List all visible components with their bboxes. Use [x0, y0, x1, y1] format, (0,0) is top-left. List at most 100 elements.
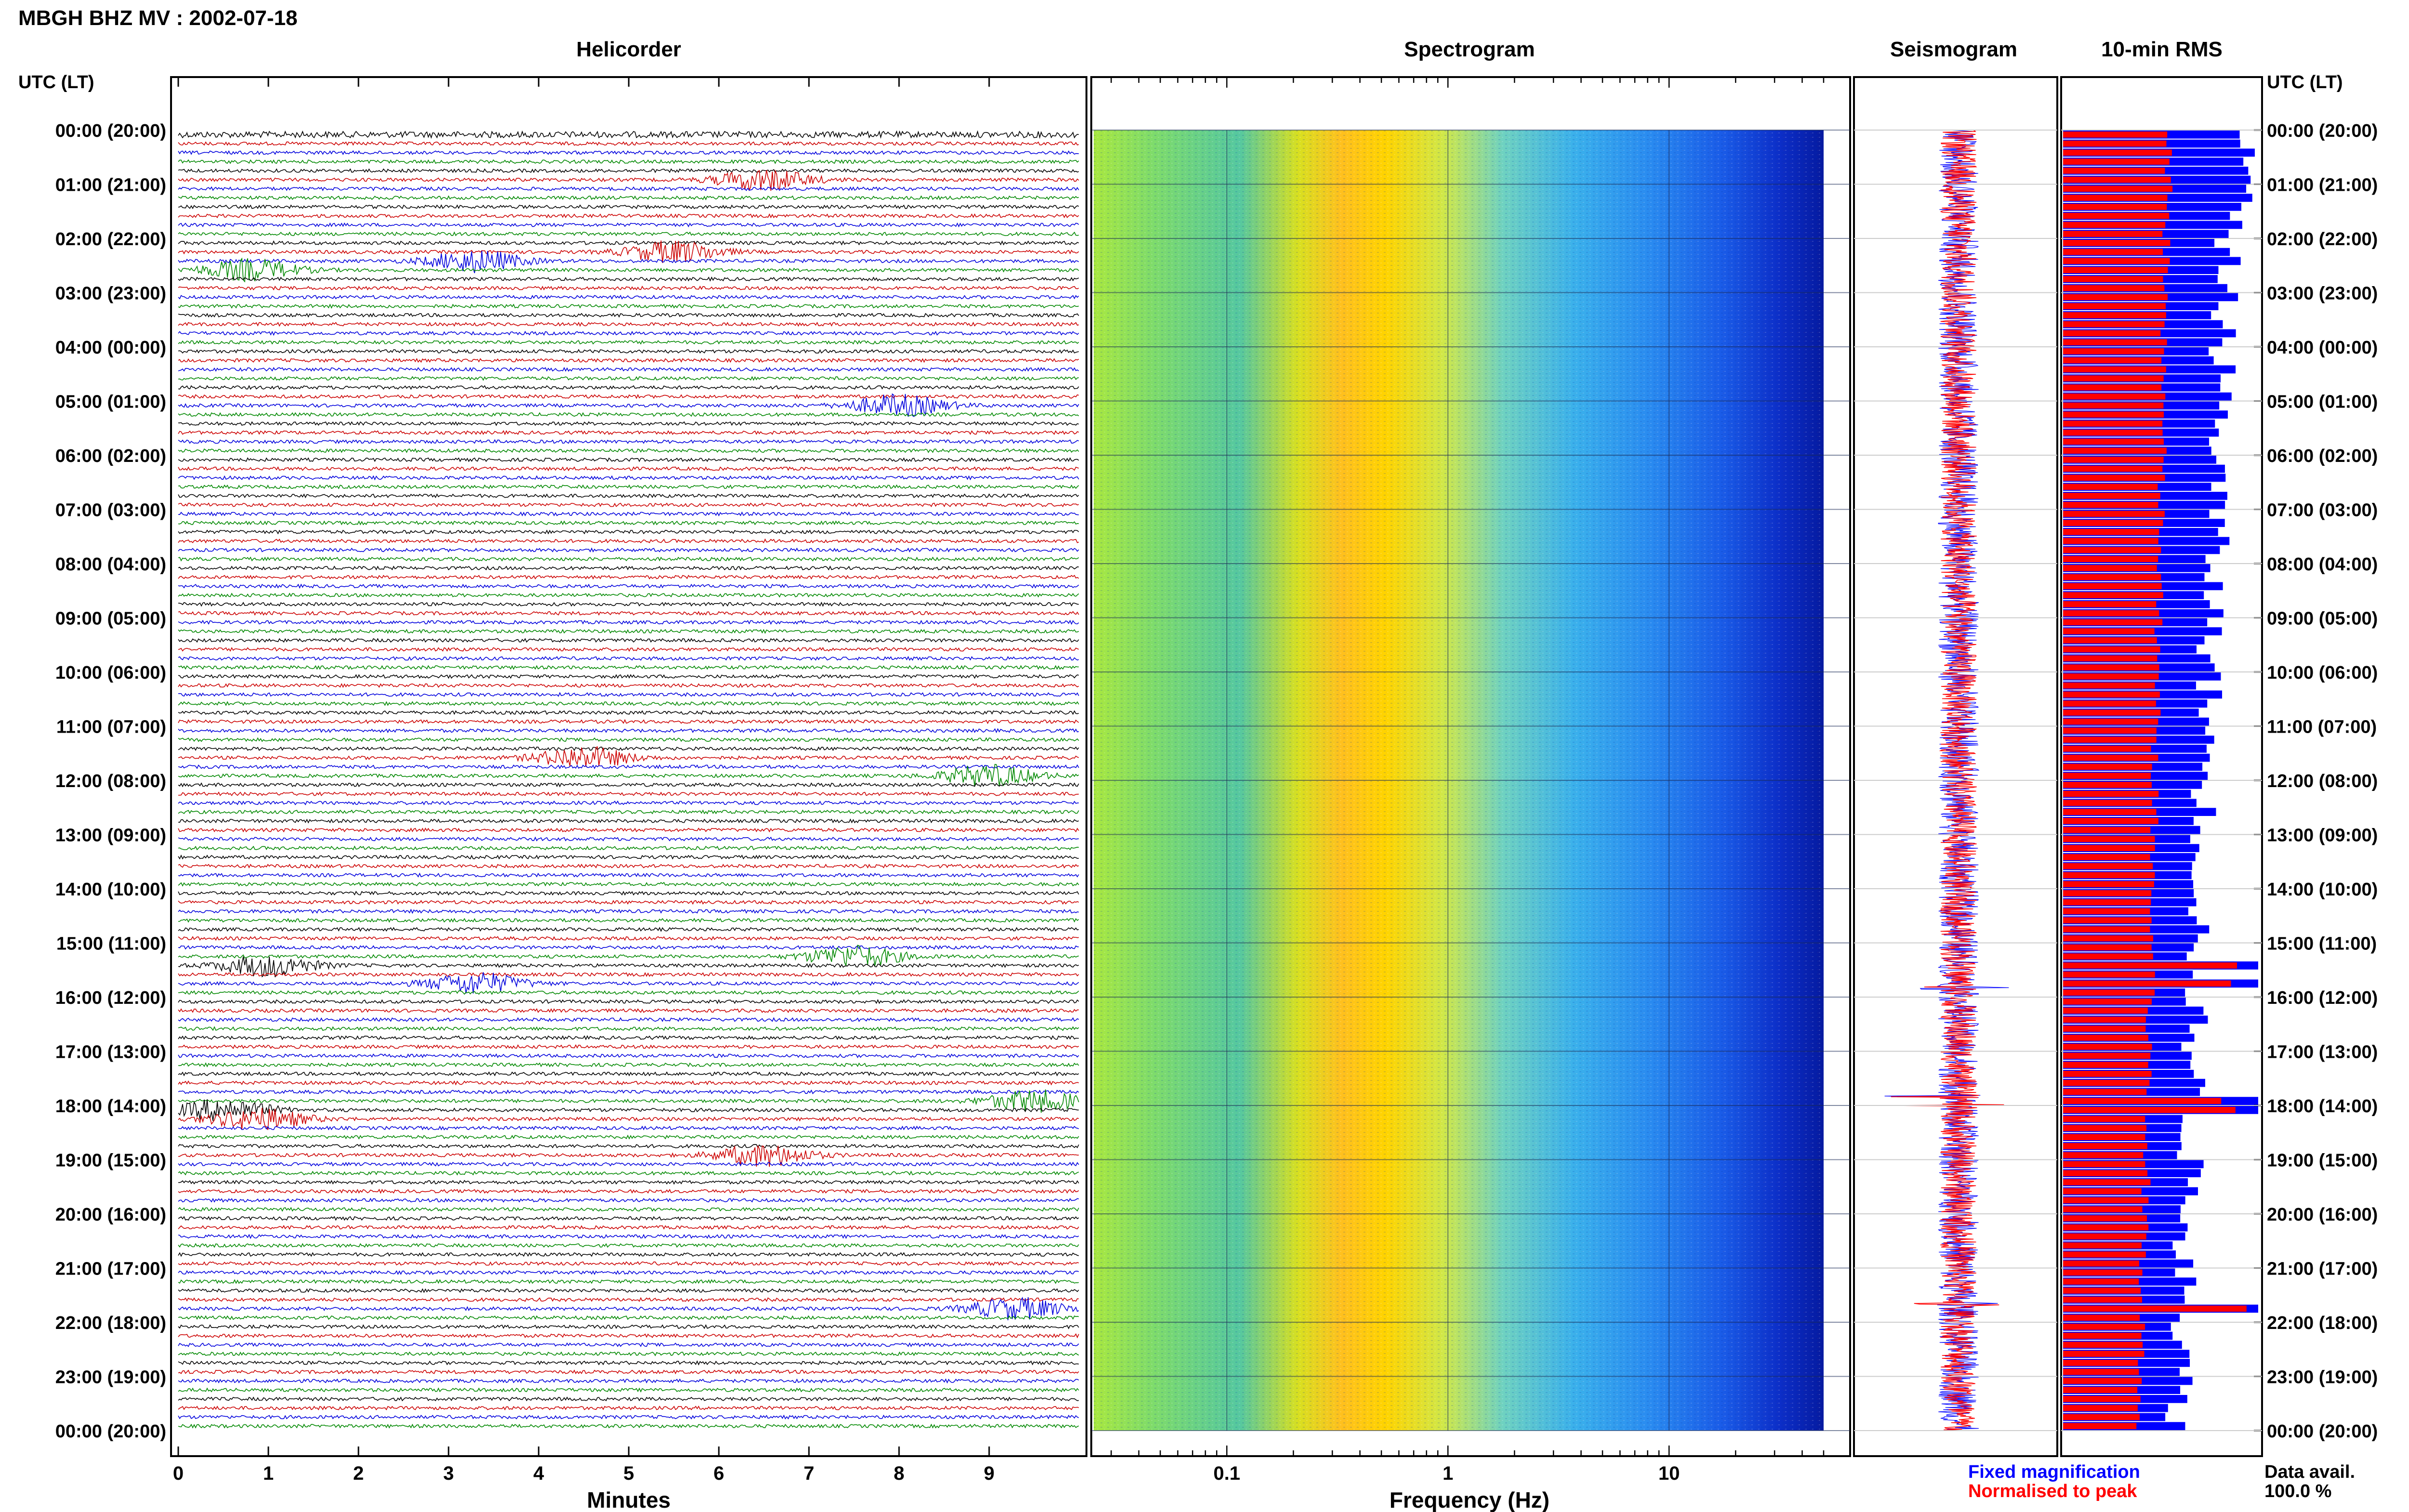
helicorder-trace-row — [178, 213, 1079, 219]
y-tick-label-left: 18:00 (14:00) — [55, 1096, 166, 1117]
rms-bar-normalised — [2063, 1360, 2138, 1366]
rms-bar-normalised — [2063, 204, 2167, 210]
y-tick-label-left: 21:00 (17:00) — [55, 1259, 166, 1279]
helicorder-trace-row — [178, 1396, 1079, 1402]
helicorder-trace-row — [178, 393, 1079, 417]
rms-bar-normalised — [2063, 303, 2166, 309]
y-tick-label-right: 07:00 (03:00) — [2267, 500, 2378, 521]
y-tick-label-left: 08:00 (04:00) — [55, 554, 166, 575]
y-tick-label-right: 03:00 (23:00) — [2267, 284, 2378, 304]
helicorder-trace-row — [178, 430, 1079, 435]
y-tick-label-left: 17:00 (13:00) — [55, 1042, 166, 1063]
helicorder-trace-row — [178, 367, 1079, 372]
rms-bar-normalised — [2063, 908, 2150, 915]
rms-bar-normalised — [2063, 1378, 2142, 1384]
y-tick-label-left: 01:00 (21:00) — [55, 175, 166, 196]
y-tick-label-left: 00:00 (20:00) — [55, 1421, 166, 1442]
spectrogram-title: Spectrogram — [1404, 38, 1535, 61]
helicorder-trace-row — [178, 592, 1079, 598]
rms-bar-normalised — [2063, 953, 2153, 960]
helicorder-trace-row — [178, 710, 1079, 715]
helicorder-trace-row — [178, 1145, 1079, 1167]
helicorder-trace-row — [178, 1243, 1079, 1248]
rms-bar-normalised — [2063, 601, 2157, 607]
time-axis-labels: 00:00 (20:00) 00:00 (20:00) 01:00 (21:00) 0… — [55, 121, 2378, 1442]
helicorder-trace-row — [178, 791, 1079, 797]
rms-bar-normalised — [2063, 1324, 2145, 1330]
utc-label-right: UTC (LT) — [2267, 72, 2343, 92]
helicorder-trace-row — [178, 421, 1079, 426]
helicorder-trace-row — [178, 809, 1079, 815]
rms-bar-normalised — [2063, 583, 2162, 590]
helicorder-trace-row — [178, 728, 1079, 734]
rms-bar-normalised — [2063, 1269, 2143, 1276]
helicorder-x-tick-label: 6 — [714, 1463, 724, 1484]
rms-bar-normalised — [2063, 1035, 2148, 1041]
helicorder-trace-row — [178, 845, 1079, 851]
helicorder-trace-row — [178, 1297, 1079, 1320]
rms-bar-normalised — [2063, 1043, 2152, 1050]
y-tick-label-left: 09:00 (05:00) — [55, 609, 166, 629]
y-tick-label-right: 12:00 (08:00) — [2267, 771, 2378, 791]
helicorder-trace-row — [178, 385, 1079, 390]
helicorder-trace-row — [178, 168, 1079, 173]
helicorder-trace-row — [178, 918, 1079, 923]
helicorder-trace-row — [178, 665, 1079, 670]
helicorder-trace-row — [178, 908, 1079, 914]
helicorder-x-tick-label: 0 — [173, 1463, 184, 1484]
helicorder-trace-row — [178, 1197, 1079, 1203]
helicorder-trace-row — [178, 1423, 1079, 1429]
rms-bar-normalised — [2063, 511, 2165, 517]
rms-bar-normalised — [2063, 872, 2155, 879]
rms-bar-normalised — [2063, 637, 2157, 644]
helicorder-trace-row — [178, 394, 1079, 399]
helicorder-trace-row — [178, 1369, 1079, 1375]
rms-bar-normalised — [2063, 529, 2159, 535]
rms-bar-normalised — [2063, 457, 2164, 463]
rms-bar-normalised — [2063, 321, 2165, 328]
seismogram-panel — [1853, 76, 2058, 1457]
y-tick-label-left: 22:00 (18:00) — [55, 1313, 166, 1333]
rms-bar-normalised — [2063, 484, 2158, 490]
helicorder-trace-row — [178, 1406, 1079, 1411]
rms-bar-normalised — [2063, 999, 2152, 1005]
rms-bar-normalised — [2063, 231, 2163, 237]
helicorder-trace-row — [178, 683, 1079, 688]
helicorder-title: Helicorder — [576, 38, 681, 61]
rms-bar-normalised — [2063, 1161, 2145, 1168]
helicorder-trace-row — [178, 872, 1079, 878]
helicorder-trace-row — [178, 195, 1079, 200]
y-tick-label-left: 20:00 (16:00) — [55, 1205, 166, 1225]
helicorder-x-tick-label: 7 — [804, 1463, 814, 1484]
helicorder-trace-row — [178, 1216, 1079, 1221]
rms-bar-normalised — [2063, 1026, 2146, 1032]
rms-bar-normalised — [2063, 1206, 2143, 1212]
helicorder-trace-row — [178, 701, 1079, 706]
helicorder-trace-row — [178, 1099, 1079, 1121]
rms-bar-normalised — [2063, 1351, 2144, 1357]
rms-bar-normalised — [2063, 682, 2155, 689]
rms-bar-normalised — [2063, 348, 2164, 355]
rms-bar-normalised — [2063, 402, 2164, 409]
rms-bar-normalised — [2063, 1125, 2147, 1131]
rms-bar-normalised — [2063, 249, 2163, 255]
helicorder-trace-row — [178, 159, 1079, 164]
rms-bar-normalised — [2063, 1071, 2152, 1077]
helicorder-trace-row — [178, 1062, 1079, 1068]
helicorder-trace-row — [178, 746, 1079, 767]
page-title: MBGH BHZ MV : 2002-07-18 — [18, 6, 297, 30]
helicorder-trace-row — [178, 818, 1079, 824]
y-tick-label-right: 19:00 (15:00) — [2267, 1151, 2378, 1171]
rms-bar-normalised — [2063, 212, 2170, 219]
helicorder-trace-row — [178, 1035, 1079, 1040]
helicorder-panel: 0 1 2 3 4 5 6 7 8 9 Minutes — [170, 76, 1087, 1512]
helicorder-x-tick-label: 1 — [263, 1463, 274, 1484]
helicorder-trace-row — [178, 629, 1079, 634]
spectrogram-x-tick-label: 0.1 — [1214, 1463, 1241, 1484]
helicorder-trace-row — [178, 130, 1079, 139]
helicorder-trace-row — [178, 1008, 1079, 1013]
helicorder-trace-row — [178, 303, 1079, 309]
helicorder-trace-row — [178, 1378, 1079, 1384]
helicorder-trace-row — [178, 1207, 1079, 1212]
helicorder-traces — [178, 130, 1079, 1429]
